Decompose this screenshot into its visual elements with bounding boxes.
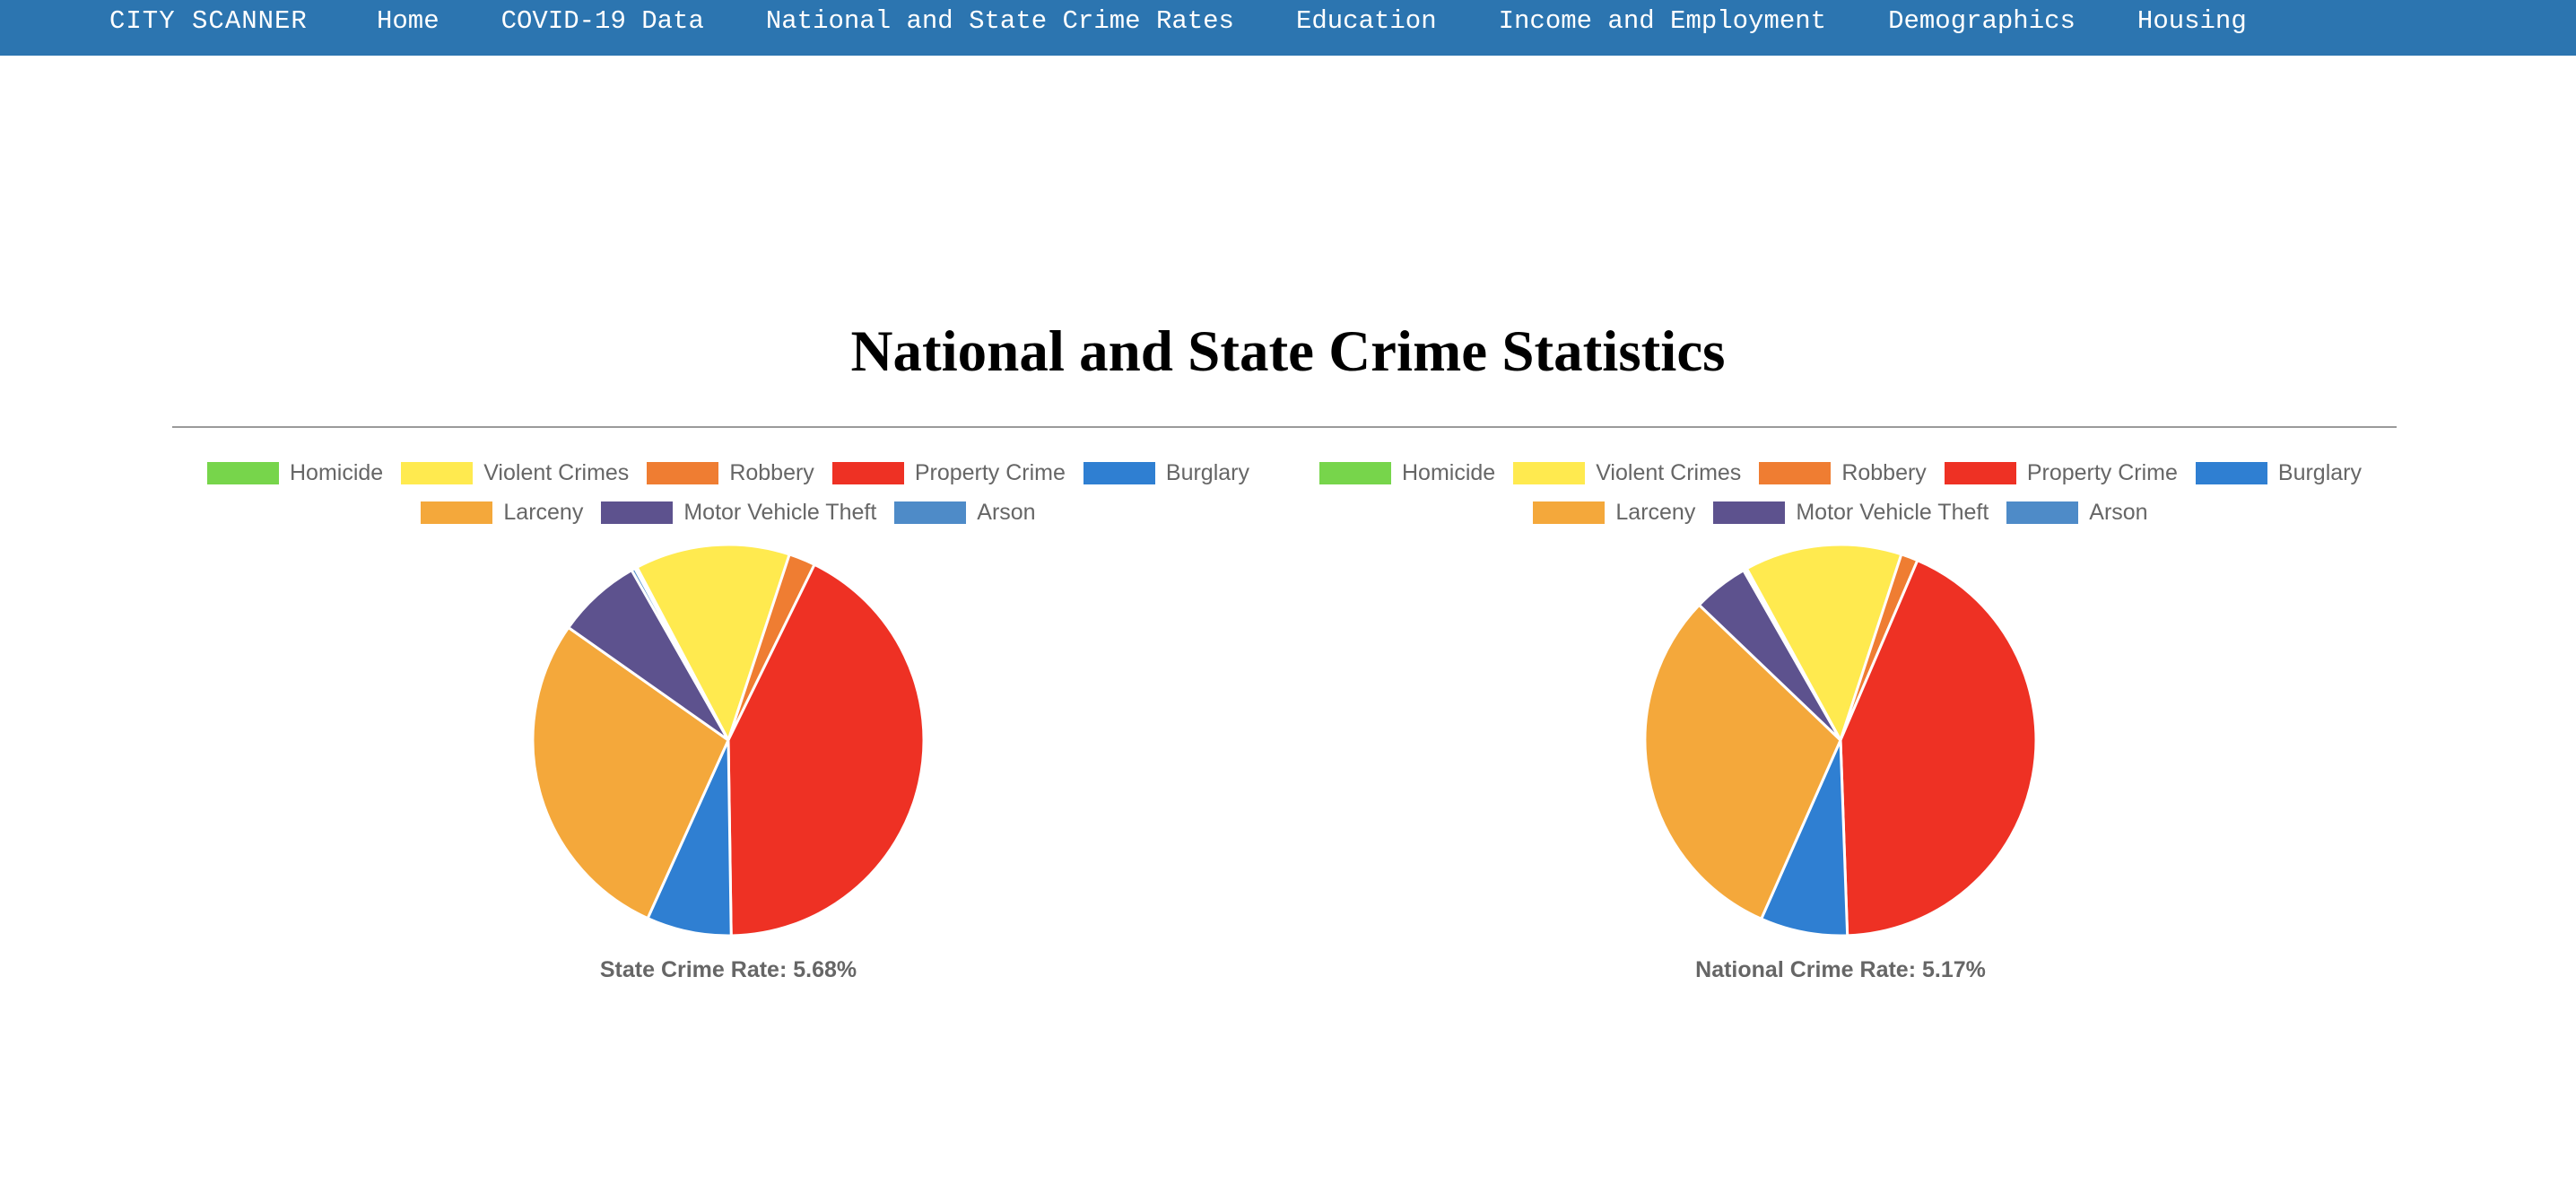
legend-label: Burglary (1165, 459, 1249, 485)
legend-label: Larceny (503, 499, 584, 525)
legend-item-violent-crimes[interactable]: Violent Crimes (1513, 460, 1741, 486)
state-pie-slice-violent-crimes[interactable] (635, 543, 792, 744)
title-divider (172, 426, 2397, 428)
legend-label: Arson (977, 499, 1036, 525)
national-chart-legend: Homicide Violent Crimes Robbery Property… (1284, 453, 2397, 532)
legend-swatch (2006, 501, 2079, 524)
nav-item-crime-rates[interactable]: National and State Crime Rates (765, 6, 1234, 36)
legend-item-burglary[interactable]: Burglary (1083, 460, 1249, 486)
national-pie-slice-burglary[interactable] (1759, 739, 1849, 937)
nav-item-demographics[interactable]: Demographics (1888, 6, 2076, 36)
legend-swatch (1713, 501, 1786, 524)
legend-item-homicide[interactable]: Homicide (207, 460, 383, 486)
legend-swatch (647, 461, 719, 484)
state-crime-chart: Homicide Violent Crimes Robbery Property… (172, 453, 1284, 991)
legend-label: Larceny (1615, 499, 1696, 525)
legend-swatch (831, 461, 904, 484)
state-pie-slice-larceny[interactable] (531, 625, 730, 920)
brand-link[interactable]: CITY SCANNER (109, 6, 308, 36)
national-pie-slice-arson[interactable] (1741, 567, 1842, 741)
nav-item-income-employment[interactable]: Income and Employment (1498, 6, 1827, 36)
legend-item-violent-crimes[interactable]: Violent Crimes (401, 460, 629, 486)
national-pie-slice-larceny[interactable] (1643, 603, 1842, 921)
legend-label: Robbery (729, 459, 814, 485)
legend-swatch (401, 461, 474, 484)
legend-label: Property Crime (2026, 459, 2178, 485)
page-title: National and State Crime Statistics (850, 319, 1726, 384)
legend-item-homicide[interactable]: Homicide (1319, 460, 1495, 486)
nav-item-covid-19-data[interactable]: COVID-19 Data (500, 6, 704, 36)
legend-item-property-crime[interactable]: Property Crime (1944, 459, 2178, 486)
legend-label: Property Crime (914, 459, 1066, 485)
legend-item-robbery[interactable]: Robbery (1759, 460, 1927, 486)
legend-label: Violent Crimes (483, 459, 630, 485)
legend-item-property-crime[interactable]: Property Crime (831, 459, 1066, 486)
national-pie-slice-violent-crimes[interactable] (1745, 543, 1903, 744)
legend-swatch (1513, 461, 1586, 484)
legend-swatch (1944, 461, 2016, 484)
national-pie-chart (1643, 543, 2038, 937)
legend-label: Burglary (2277, 459, 2362, 485)
top-navbar: CITY SCANNER Home COVID-19 Data National… (0, 0, 2576, 56)
state-chart-legend: Homicide Violent Crimes Robbery Property… (172, 453, 1284, 532)
legend-item-larceny[interactable]: Larceny (421, 500, 583, 526)
nav-item-housing[interactable]: Housing (2137, 6, 2247, 36)
state-crime-rate-caption: State Crime Rate: 5.68% (599, 957, 857, 982)
legend-label: Arson (2089, 499, 2148, 525)
legend-label: Homicide (1402, 459, 1496, 485)
legend-label: Robbery (1841, 459, 1927, 485)
legend-item-larceny[interactable]: Larceny (1533, 500, 1695, 526)
legend-swatch (1533, 501, 1606, 524)
legend-swatch (207, 461, 279, 484)
legend-item-robbery[interactable]: Robbery (647, 460, 814, 486)
legend-swatch (1319, 461, 1391, 484)
legend-item-motor-vehicle-theft[interactable]: Motor Vehicle Theft (601, 500, 876, 526)
national-crime-chart: Homicide Violent Crimes Robbery Property… (1284, 453, 2397, 991)
legend-label: Motor Vehicle Theft (1796, 499, 1989, 525)
national-pie-slice-property-crime[interactable] (1839, 558, 2038, 937)
legend-item-arson[interactable]: Arson (894, 499, 1036, 526)
state-pie-chart (531, 543, 926, 937)
legend-swatch (1759, 461, 1832, 484)
state-pie-slice-property-crime[interactable] (727, 562, 926, 937)
nav-menu: Home COVID-19 Data National and State Cr… (377, 5, 2309, 38)
legend-swatch (601, 501, 674, 524)
state-pie-slice-arson[interactable] (630, 566, 730, 741)
legend-swatch (894, 501, 967, 524)
legend-item-arson[interactable]: Arson (2006, 499, 2148, 526)
national-crime-rate-caption: National Crime Rate: 5.17% (1695, 957, 1986, 982)
legend-label: Homicide (290, 459, 384, 485)
legend-swatch (2195, 461, 2267, 484)
legend-swatch (421, 501, 493, 524)
legend-item-burglary[interactable]: Burglary (2195, 459, 2362, 486)
legend-swatch (1083, 461, 1155, 484)
nav-item-education[interactable]: Education (1295, 6, 1437, 36)
legend-label: Violent Crimes (1596, 459, 1742, 485)
nav-item-home[interactable]: Home (377, 6, 439, 36)
legend-label: Motor Vehicle Theft (683, 499, 877, 525)
legend-item-motor-vehicle-theft[interactable]: Motor Vehicle Theft (1713, 500, 1989, 526)
